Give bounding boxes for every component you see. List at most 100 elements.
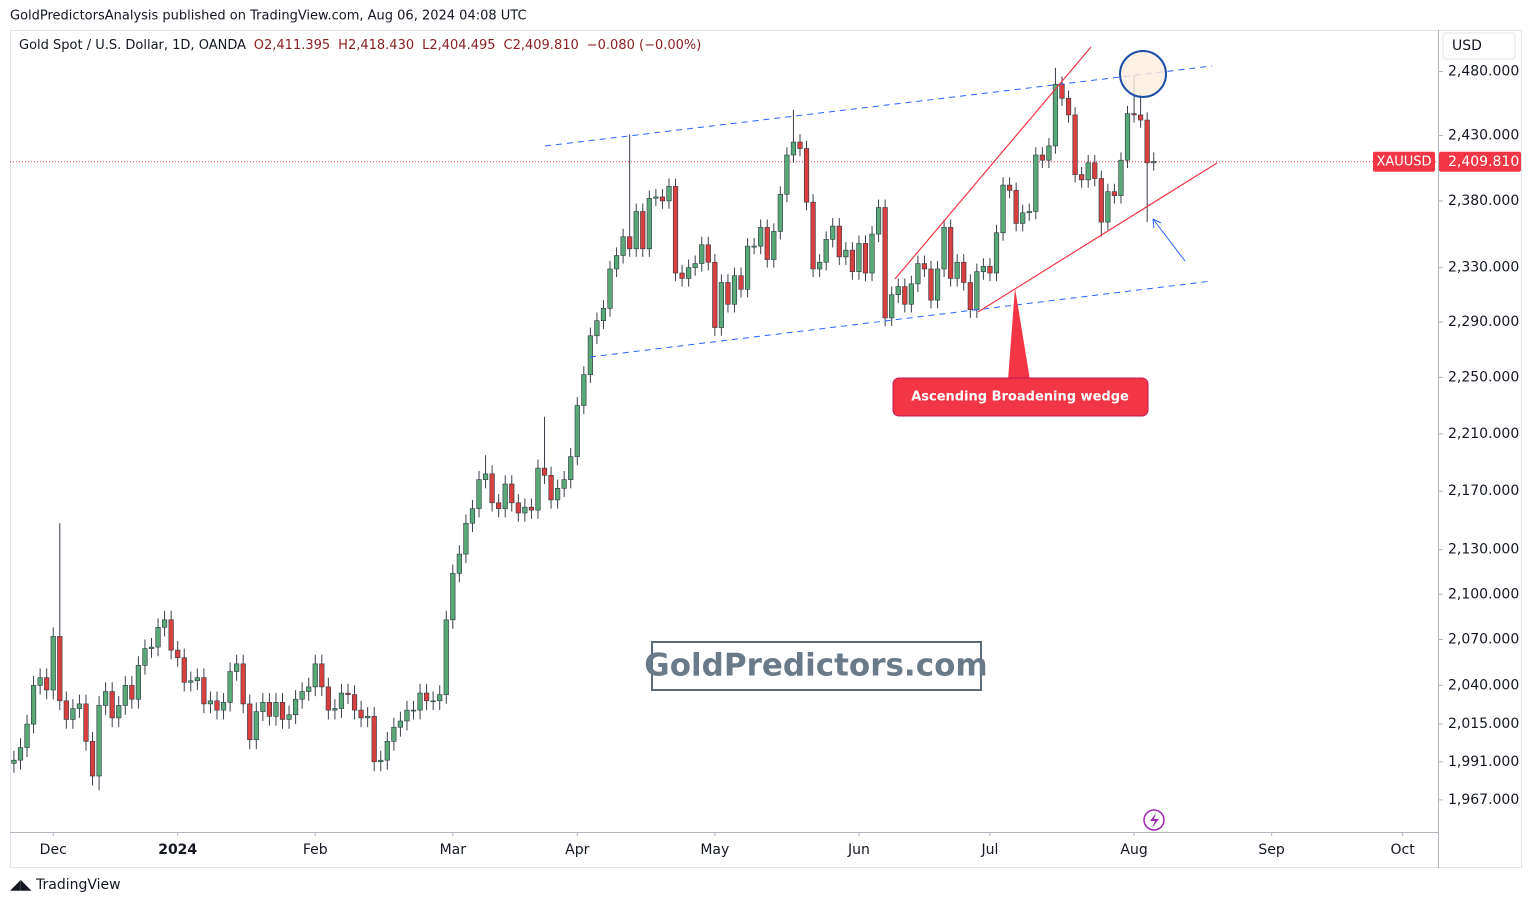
y-tick-label: 2,250.000 — [1448, 369, 1519, 385]
y-tick-label: 2,430.000 — [1448, 128, 1519, 144]
last-price-label: 2,409.810 — [1448, 154, 1519, 170]
candle-body — [63, 700, 69, 720]
candle-body — [430, 700, 436, 703]
candle-body — [1092, 162, 1098, 179]
candle-body — [325, 686, 331, 711]
candle-body — [915, 263, 921, 285]
candle-body — [581, 374, 587, 406]
candle-body — [135, 665, 141, 700]
candle-body — [797, 141, 803, 149]
candle-body — [856, 243, 862, 272]
candle-body — [168, 619, 174, 651]
ohlc-low: L2,404.495 — [422, 38, 495, 53]
candle-body — [142, 648, 148, 666]
candle-body — [37, 677, 43, 686]
candle-body — [253, 711, 259, 741]
candle-body — [240, 663, 246, 705]
watermark-box — [651, 641, 982, 691]
candle-body — [784, 154, 790, 195]
x-tick-label: Dec — [40, 842, 67, 858]
ohlc-change: −0.080 (−0.00%) — [587, 38, 702, 53]
candle-body — [358, 709, 364, 719]
channel-upper — [544, 65, 1213, 147]
arrow-head — [1152, 218, 1162, 229]
callout-box — [892, 377, 1149, 417]
candle-body — [528, 506, 535, 511]
candle-body — [469, 508, 476, 524]
y-tick-label: 2,040.000 — [1448, 677, 1519, 693]
candle-body — [1033, 154, 1039, 212]
candle-body — [1072, 114, 1078, 175]
candle-body — [476, 479, 482, 509]
candle-body — [790, 141, 797, 156]
candle-body — [384, 741, 390, 761]
y-tick-label: 2,070.000 — [1448, 631, 1519, 647]
candle-body — [686, 267, 692, 279]
candle-body — [712, 261, 718, 328]
wedge-upper — [894, 46, 1092, 280]
y-tick-label: 1,967.000 — [1448, 792, 1519, 808]
candle-body — [338, 692, 345, 709]
candle-body — [201, 677, 207, 705]
channel-lower — [589, 280, 1213, 358]
candle-body — [744, 245, 751, 290]
candle-body — [777, 193, 783, 232]
candle-body — [214, 700, 220, 711]
candle-body — [155, 627, 161, 648]
candle-body — [273, 702, 279, 717]
candle-body — [378, 759, 384, 763]
candle-body — [482, 473, 489, 480]
candle-body — [1105, 191, 1111, 223]
y-tick-label: 2,290.000 — [1448, 314, 1519, 330]
x-tick-label: Sep — [1258, 842, 1285, 858]
candle-body — [613, 255, 620, 270]
candle-body — [24, 723, 30, 748]
candle-body — [948, 227, 954, 279]
chart-frame — [10, 30, 1522, 868]
x-tick-label: Jul — [980, 842, 998, 858]
candle-body — [836, 225, 842, 258]
candle-body — [555, 488, 561, 501]
candle-body — [44, 677, 50, 691]
candle-body — [934, 268, 941, 301]
candle-body — [1124, 113, 1131, 161]
currency-box[interactable] — [1442, 32, 1516, 60]
candle-body — [234, 663, 240, 672]
candle-body — [496, 502, 502, 509]
candle-body — [803, 148, 810, 203]
candle-body — [1046, 145, 1052, 161]
candle-body — [57, 636, 63, 702]
candle-body — [607, 268, 613, 309]
candle-body — [1026, 211, 1032, 214]
candle-body — [974, 271, 980, 311]
y-tick-label: 1,991.000 — [1448, 754, 1519, 770]
candle-body — [70, 708, 76, 720]
ohlc-close: C2,409.810 — [504, 38, 579, 53]
candle-body — [869, 233, 875, 274]
candle-body — [1098, 178, 1104, 223]
candle-body — [1144, 119, 1150, 164]
x-tick-label: May — [700, 842, 729, 858]
watermark: GoldPredictors.com — [644, 648, 987, 684]
candle-body — [194, 677, 200, 682]
candle-body — [220, 702, 227, 711]
candle-body — [437, 694, 443, 702]
candle-body — [410, 709, 417, 712]
candle-body — [50, 636, 56, 691]
candle-body — [116, 705, 122, 719]
candle-body — [1151, 161, 1157, 164]
candle-body — [30, 685, 37, 725]
candle-body — [443, 619, 449, 695]
candle-body — [941, 227, 947, 270]
footer-logo: ◢◣ — [10, 877, 32, 893]
candle-body — [640, 211, 646, 250]
last-price-box — [1439, 151, 1521, 172]
candle-body — [502, 483, 508, 509]
candle-body — [849, 249, 855, 272]
candle-body — [456, 553, 462, 574]
candle-body — [175, 649, 181, 659]
currency: USD — [1452, 38, 1482, 54]
candle-body — [908, 283, 914, 305]
